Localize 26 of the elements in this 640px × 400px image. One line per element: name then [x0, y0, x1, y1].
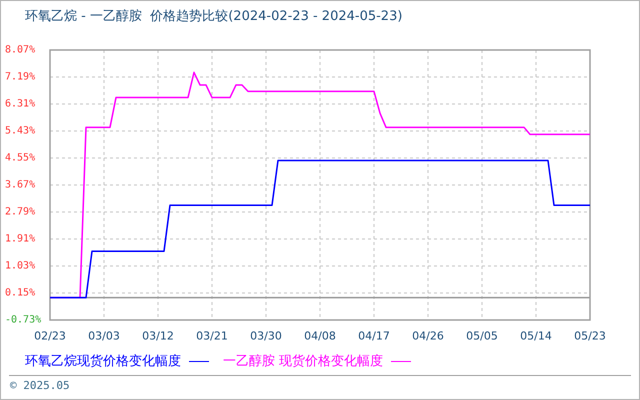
y-tick-label: -0.73% — [5, 314, 42, 326]
x-tick-label: 05/05 — [466, 329, 498, 342]
legend-label: 一乙醇胺 现货价格变化幅度 — [223, 353, 384, 370]
y-tick-label: 4.55% — [5, 152, 36, 164]
x-tick-label: 04/17 — [358, 329, 390, 342]
y-tick-label: 6.31% — [5, 98, 36, 110]
y-tick-label: 1.03% — [5, 260, 36, 272]
x-tick-label: 04/08 — [304, 329, 336, 342]
text: © 2025.05 — [10, 379, 70, 392]
y-tick-label: 2.79% — [5, 206, 36, 218]
y-tick-label: 3.67% — [5, 180, 36, 191]
x-tick-label: 05/23 — [574, 329, 606, 342]
y-tick-label: 1.91% — [5, 234, 36, 245]
y-tick-label: 5.43% — [5, 126, 36, 137]
y-tick-label: 8.07% — [5, 44, 36, 56]
x-tick-label: 02/23 — [34, 329, 66, 342]
x-tick-label: 03/12 — [142, 329, 174, 342]
x-tick-label: 03/03 — [88, 329, 120, 342]
y-tick-label: 7.19% — [5, 72, 36, 83]
y-tick-label: 0.15% — [5, 288, 36, 299]
chart-title: 环氧乙烷 - 一乙醇胺 价格趋势比较(2024-02-23 - 2024-05-23) — [25, 8, 402, 25]
legend-label: 环氧乙烷现货价格变化幅度 — [25, 353, 181, 370]
x-tick-label: 05/14 — [520, 329, 552, 342]
x-tick-label: 04/26 — [412, 329, 444, 342]
x-tick-label: 03/21 — [196, 329, 228, 342]
x-tick-label: 03/30 — [250, 329, 282, 342]
